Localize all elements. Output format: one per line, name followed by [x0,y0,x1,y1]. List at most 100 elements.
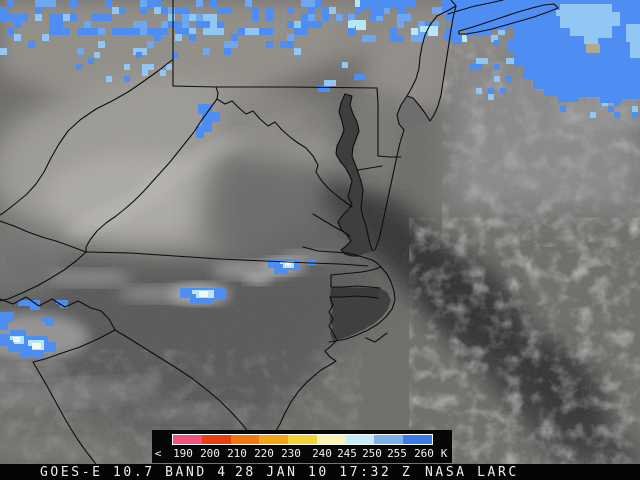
status-bar: GOES-E 10.7 BAND 4 28 JAN 10 17:32 Z NAS… [0,464,640,480]
rappahannock-river [312,213,351,237]
cold-pixel [175,34,182,41]
scale-tick-245: 245 [337,447,357,460]
cold-pixel [56,14,63,21]
cold-pixel [49,14,56,21]
cold-pixel [77,28,84,35]
cold-pixel [287,34,294,41]
offshore-fringe-left [470,40,518,100]
cold-pixel [308,14,315,21]
delaware-bay-water [397,96,430,130]
cold-pixel [453,28,460,35]
nc-cell-mid-halo [244,273,272,285]
cold-pixel [172,52,178,58]
ky-va-border [0,220,87,253]
offshore-light-patch-1 [556,4,620,44]
cold-pixel [484,28,491,35]
cold-pixel [112,7,119,14]
cold-pixel [245,0,252,7]
cold-pixel [252,7,259,14]
cold-pixel [112,28,119,35]
cold-pixel [560,106,566,112]
cold-pixel [161,28,168,35]
cold-pixel [98,41,105,48]
cold-pixel [390,35,404,42]
long-island-outline [458,3,559,35]
cold-pixel [0,7,7,14]
delaware-bay-west-shore [396,95,408,131]
cold-pixel [376,14,383,21]
cold-pixel [491,35,498,42]
scale-segment-210-220 [230,435,260,444]
cold-pixel [590,112,596,118]
cold-pixel [329,7,336,14]
cold-pixel [488,88,494,94]
cold-pixel [280,41,294,48]
cold-pixel [294,48,301,55]
pamlico-mainland-coast [314,296,338,376]
cold-pixel [355,7,362,14]
cold-pixel [432,21,439,28]
cold-cloud-patches [0,0,640,358]
cold-pixel [119,28,133,35]
cold-pixel [166,64,172,70]
scale-tick-250: 250 [362,447,382,460]
cold-pixel [476,58,488,64]
image-timestamp: 28 JAN 10 17:32 Z [235,465,413,480]
cold-pixel [88,58,94,64]
nc-cloud-streak-halo-1 [48,269,132,287]
albemarle-south-shore [329,295,379,299]
outer-banks [328,266,396,343]
cold-pixel [252,14,259,21]
nj-atlantic-coast [429,5,457,122]
cold-pixel [35,14,42,21]
scale-tick-220: 220 [254,447,274,460]
de-md-south-border [377,155,402,158]
cold-pixel [7,0,14,7]
cold-pixel [315,0,322,7]
albemarle-north-shore [330,266,382,289]
cold-pixel [49,28,56,35]
cold-pixel [608,106,614,112]
scale-segment-200-210 [201,435,231,444]
cold-pixel [28,41,35,48]
scale-segment-230-240 [288,435,317,444]
offshore-light-patch-2 [626,24,640,58]
cold-pixel [308,7,315,14]
scale-tick-260: 260 [414,447,434,460]
cold-pixel [56,28,63,35]
scale-segment-245-250 [345,435,375,444]
ga-sc-border [32,361,104,478]
cold-pixel [147,0,161,7]
nc-sw-coast [275,374,316,432]
color-scale-tick-labels: <190 200 210 220 230 240 245 250 255 260 K [152,447,452,461]
cold-pixel [140,28,147,35]
cold-pixel [35,0,42,7]
cold-pixel [390,0,397,7]
cold-pixel [133,21,140,28]
chesapeake-bay-head [344,93,353,97]
cold-pixel [203,28,210,35]
cold-pixel [49,21,63,28]
ohio-river-wv-border [0,59,173,216]
cold-pixel [231,34,238,41]
cold-pixel [182,21,189,28]
cold-pixel [76,64,82,70]
cold-pixel [336,14,343,21]
cold-pixel [294,21,301,28]
delaware-bay-nj-shore [406,95,431,122]
cold-pixel [189,28,196,35]
cold-pixel [432,7,446,14]
cold-pixel [494,76,500,82]
cold-pixel [348,28,355,35]
cold-pixel [355,0,362,7]
cold-pixel [494,64,500,70]
cold-pixel [133,48,147,55]
west-cluster-blue-3 [42,318,54,326]
scale-segment-250-255 [374,435,404,444]
cold-pixel [224,41,238,48]
cold-pixel [154,34,161,41]
cold-pixel [287,7,294,14]
cold-pixel [42,0,56,7]
